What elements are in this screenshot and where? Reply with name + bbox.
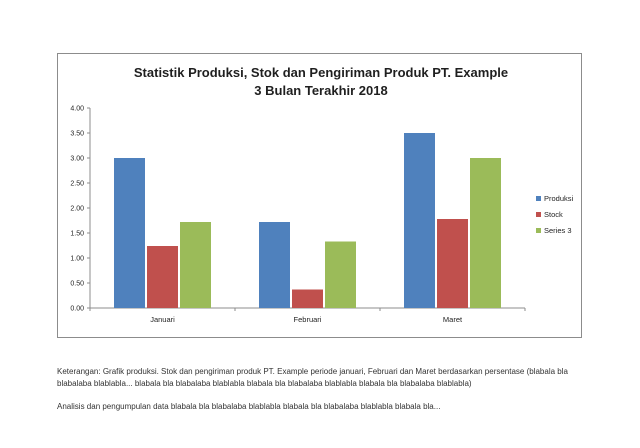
- legend-label: Stock: [544, 210, 563, 219]
- bar-series-3: [325, 241, 356, 308]
- bars: [114, 133, 501, 308]
- x-category-label: Februari: [294, 315, 322, 324]
- caption-analisis: Analisis dan pengumpulan data blabala bl…: [57, 402, 441, 411]
- y-tick-label: 1.50: [70, 231, 84, 238]
- chart-title-line-1: Statistik Produksi, Stok dan Pengiriman …: [134, 65, 508, 80]
- y-tick-label: 2.50: [70, 181, 84, 188]
- x-axis: Januari Februari Maret: [89, 307, 526, 324]
- bar-produksi: [404, 133, 435, 308]
- y-tick-label: 4.00: [70, 106, 84, 113]
- y-tick-label: 2.00: [70, 206, 84, 213]
- chart-frame: Statistik Produksi, Stok dan Pengiriman …: [57, 53, 582, 338]
- legend-label: Produksi: [544, 194, 574, 203]
- legend: Produksi Stock Series 3: [536, 194, 574, 235]
- y-tick-label: 0.50: [70, 281, 84, 288]
- chart-title-line-2: 3 Bulan Terakhir 2018: [254, 83, 387, 98]
- bar-chart: Statistik Produksi, Stok dan Pengiriman …: [70, 65, 574, 324]
- bar-stock: [147, 246, 178, 308]
- y-tick-label: 1.00: [70, 256, 84, 263]
- bar-series-3: [470, 158, 501, 308]
- y-tick-label: 3.00: [70, 156, 84, 163]
- bar-series-3: [180, 222, 211, 308]
- legend-swatch: [536, 196, 541, 201]
- bar-stock: [292, 289, 323, 308]
- x-category-label: Maret: [443, 315, 463, 324]
- y-tick-label: 3.50: [70, 131, 84, 138]
- legend-swatch: [536, 228, 541, 233]
- legend-label: Series 3: [544, 226, 572, 235]
- bar-produksi: [114, 158, 145, 308]
- legend-swatch: [536, 212, 541, 217]
- bar-stock: [437, 219, 468, 308]
- y-tick-label: 0.00: [70, 306, 84, 313]
- x-category-label: Januari: [150, 315, 175, 324]
- bar-produksi: [259, 222, 290, 308]
- caption-keterangan: Keterangan: Grafik produksi. Stok dan pe…: [57, 367, 568, 388]
- y-axis: 0.00 0.50 1.00 1.50 2.00 2.50 3.00 3.50 4.00: [70, 106, 91, 313]
